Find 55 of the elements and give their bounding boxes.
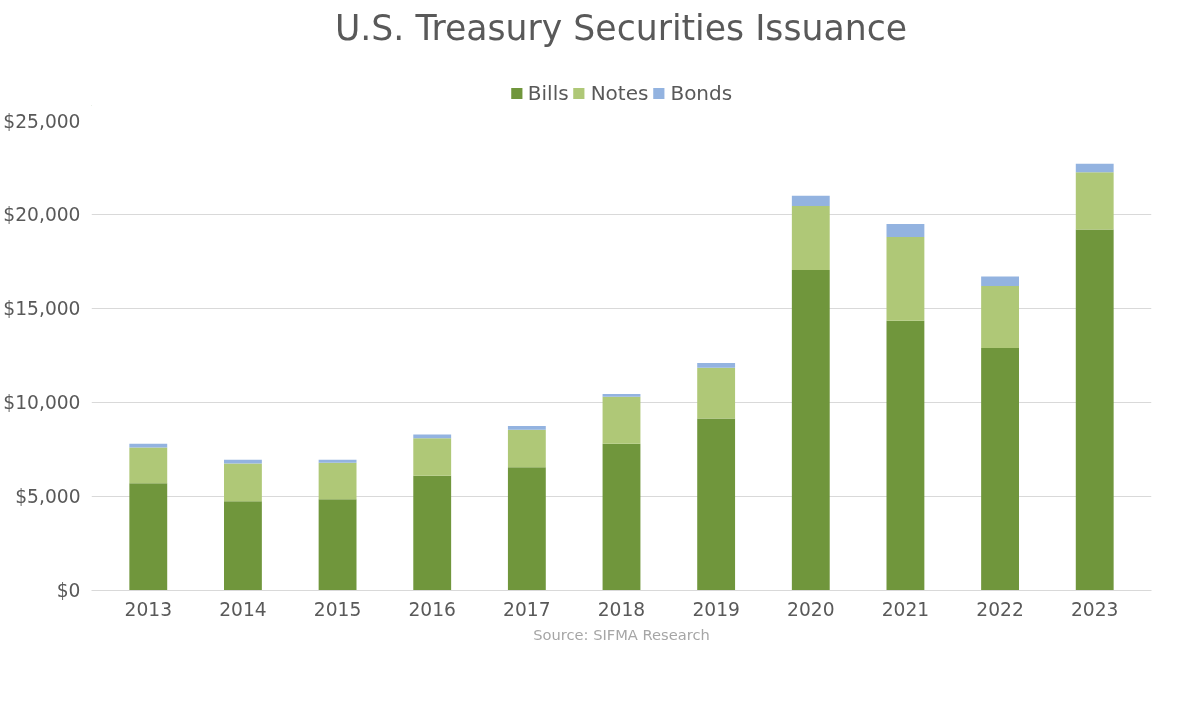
bar — [413, 434, 452, 439]
bar — [791, 195, 830, 207]
x-tick-label: 2016 — [408, 598, 456, 620]
bar — [697, 418, 736, 591]
bar — [224, 501, 262, 591]
bar — [981, 347, 1019, 591]
bar — [129, 443, 168, 448]
x-tick-label: 2019 — [692, 598, 740, 620]
x-tick-label: 2017 — [503, 598, 551, 620]
bar — [697, 363, 736, 368]
bar — [697, 367, 736, 419]
bar — [413, 475, 452, 591]
x-tick-label: 2021 — [881, 598, 930, 620]
bar — [602, 396, 641, 444]
x-tick-label: 2018 — [597, 598, 646, 620]
x-tick-label: 2023 — [1070, 598, 1119, 620]
legend-label: Bonds — [670, 81, 733, 105]
x-tick-label: 2020 — [787, 598, 835, 620]
x-tick-label: 2022 — [976, 598, 1024, 620]
bar — [602, 394, 641, 397]
bar — [1075, 163, 1114, 173]
legend-label: Notes — [590, 81, 649, 105]
bar — [129, 447, 168, 484]
x-tick-label: 2014 — [219, 598, 267, 620]
bar — [791, 269, 830, 591]
bar — [413, 438, 452, 476]
bar — [507, 429, 546, 468]
bar — [129, 483, 168, 591]
x-tick-label: 2013 — [124, 598, 173, 620]
x-tick-label: 2015 — [313, 598, 362, 620]
source-note: Source: SIFMA Research — [533, 625, 710, 643]
bar — [602, 443, 641, 591]
bar — [318, 459, 357, 463]
bar — [886, 320, 925, 591]
legend-label: Bills — [527, 81, 569, 105]
bar — [224, 463, 262, 502]
bar — [981, 285, 1019, 348]
chart-title: U.S. Treasury Securities Issuance — [334, 7, 908, 48]
bar — [1075, 172, 1114, 230]
bar — [507, 426, 546, 430]
y-tick-label: $10,000 — [3, 392, 81, 413]
y-tick-label: $15,000 — [3, 298, 81, 319]
bar — [981, 276, 1019, 286]
bar — [886, 223, 925, 238]
bar — [886, 237, 925, 321]
bar — [318, 499, 357, 591]
y-tick-label: $0 — [56, 580, 81, 601]
y-tick-label: $5,000 — [15, 486, 81, 507]
y-tick-label: $25,000 — [3, 110, 81, 132]
y-tick-label: $20,000 — [3, 204, 81, 225]
bar — [1075, 229, 1114, 591]
bar — [318, 462, 357, 500]
bar — [507, 467, 546, 591]
bar — [224, 459, 262, 464]
bar — [791, 206, 830, 270]
